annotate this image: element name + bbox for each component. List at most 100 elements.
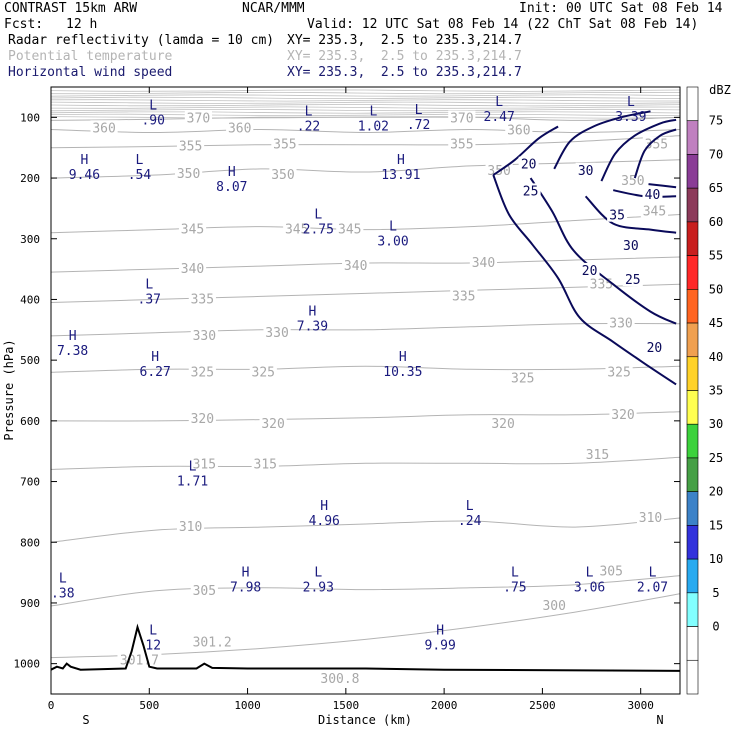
isentrope-370: [50, 116, 681, 121]
theta-upper-line: [50, 89, 681, 92]
y-tick-label: 700: [20, 476, 40, 489]
wind-label-bg: [518, 156, 539, 171]
theta-label-bg: [174, 165, 203, 180]
extremum-value: .72: [407, 118, 430, 133]
wind-label-bg: [644, 340, 665, 355]
wind-contour-30: [584, 195, 677, 234]
extremum-value: 2.75: [303, 223, 334, 238]
theta-label: 325: [607, 365, 630, 380]
y-axis-label: Pressure (hPa): [2, 339, 16, 440]
wind-contour-30: [553, 110, 651, 170]
theta-label-bg: [597, 563, 625, 578]
theta-label-bg: [188, 411, 216, 426]
colorbar-swatch: [686, 659, 699, 695]
theta-label: 315: [193, 458, 216, 473]
x-axis-label: Distance (km): [318, 713, 412, 727]
extremum-value: 4.96: [309, 514, 340, 529]
theta-label: 330: [609, 317, 632, 332]
theta-label: 350: [177, 167, 200, 182]
isentrope-345: [50, 214, 681, 234]
theta-label-bg: [178, 261, 207, 276]
theta-label-bg: [336, 221, 364, 236]
low-marker: L: [369, 104, 377, 119]
wind-label: 25: [625, 273, 641, 288]
theta-label-bg: [642, 136, 671, 151]
colorbar-tick-label: 55: [709, 249, 723, 263]
theta-upper-line: [50, 106, 681, 109]
theta-label: 320: [491, 417, 514, 432]
colorbar-swatch: [686, 525, 699, 560]
theta-label-bg: [509, 370, 537, 385]
theta-label-bg: [271, 136, 299, 151]
field-2-name: Potential temperature: [8, 49, 173, 64]
extremum-value: .22: [297, 119, 320, 134]
low-marker: L: [149, 623, 157, 638]
x-tick-label: 2500: [529, 699, 556, 712]
colorbar-tick-label: 40: [709, 350, 723, 364]
theta-label-bg: [263, 324, 291, 339]
extremum-value: .24: [458, 514, 482, 529]
theta-label-bg: [317, 670, 362, 685]
isentrope-335: [50, 283, 681, 303]
theta-label-bg: [469, 255, 498, 270]
theta-label-bg: [251, 456, 279, 471]
high-marker: H: [399, 350, 407, 365]
extremum-value: 7.39: [297, 320, 328, 335]
theta-label: 305: [193, 584, 216, 599]
theta-label-bg: [184, 110, 213, 125]
theta-label-bg: [489, 415, 517, 430]
theta-label-bg: [505, 122, 533, 137]
low-marker: L: [511, 566, 519, 581]
theta-label: 335: [590, 277, 613, 292]
extremum-value: .54: [128, 168, 152, 183]
theta-label-bg: [605, 364, 633, 379]
high-marker: H: [69, 329, 77, 344]
theta-label: 345: [338, 223, 361, 238]
low-marker: L: [305, 104, 313, 119]
isentrope-320: [50, 411, 681, 422]
theta-label: 300: [542, 599, 565, 614]
high-marker: H: [320, 499, 328, 514]
colorbar-swatch: [686, 457, 699, 492]
valid-time: Valid: 12 UTC Sat 08 Feb 14 (22 ChT Sat …: [307, 17, 699, 32]
theta-label-bg: [342, 258, 370, 273]
isentrope-310: [50, 517, 681, 543]
colorbar-swatch: [686, 626, 699, 661]
theta-label: 360: [228, 121, 251, 136]
wind-contour-40: [633, 128, 677, 179]
extremum-value: 10.35: [383, 365, 422, 380]
x-right-end-label: N: [656, 713, 663, 727]
isentrope-355: [50, 135, 681, 149]
theta-label-bg: [283, 221, 311, 236]
x-tick-label: 3000: [627, 699, 654, 712]
wind-contour-20: [492, 174, 677, 386]
theta-label: 320: [191, 412, 214, 427]
theta-label-bg: [640, 203, 669, 218]
theta-label: 345: [285, 223, 308, 238]
low-marker: L: [314, 208, 322, 223]
isentrope-315: [50, 456, 681, 470]
isentrope-325: [50, 365, 681, 373]
extremum-value: 3.06: [574, 581, 605, 596]
theta-label: 305: [599, 564, 622, 579]
x-tick-label: 1500: [333, 699, 360, 712]
theta-label: 360: [507, 124, 530, 139]
colorbar-tick-label: 45: [709, 316, 723, 330]
theta-label-bg: [226, 120, 254, 135]
theta-label: 370: [450, 112, 473, 127]
extremum-value: .90: [141, 113, 164, 128]
colorbar-tick-label: 5: [712, 586, 719, 600]
high-marker: H: [151, 350, 159, 365]
theta-label-bg: [190, 327, 218, 342]
wind-contour-40: [648, 183, 677, 189]
extremum-value: 6.27: [140, 365, 171, 380]
colorbar-swatch: [686, 322, 699, 358]
x-tick-label: 2000: [431, 699, 458, 712]
colorbar-swatch: [686, 86, 699, 122]
theta-label: 350: [621, 174, 644, 189]
extremum-value: 3.00: [377, 235, 408, 250]
theta-label: 330: [265, 326, 288, 341]
axes: 100 200 300 400 500 600 700 800 900 1000 0 500 1000 1…: [14, 87, 680, 712]
terrain-line: [50, 623, 681, 672]
